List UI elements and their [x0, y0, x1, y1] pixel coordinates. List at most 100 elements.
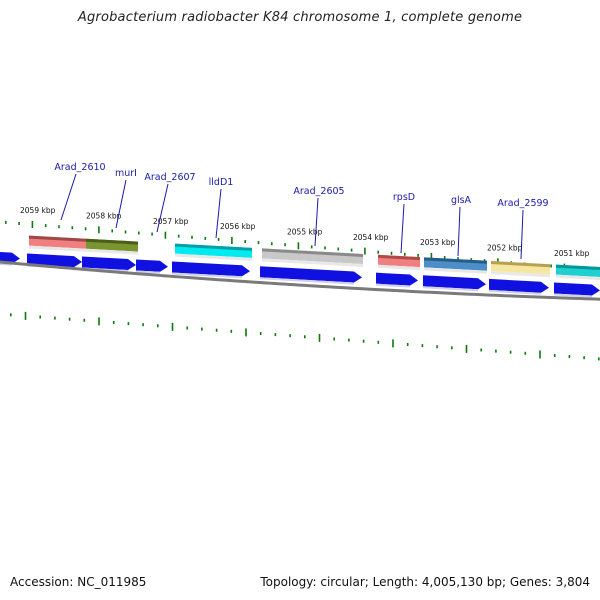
minor-tick: [443, 256, 446, 259]
gene-feature-arad_2610[interactable]: [29, 235, 86, 252]
major-tick: [164, 231, 167, 239]
minor-tick: [68, 317, 71, 321]
kbp-label: 2056 kbp: [220, 222, 256, 231]
minor-tick: [406, 343, 409, 346]
minor-tick: [377, 250, 379, 254]
minor-tick: [112, 321, 115, 324]
minor-tick: [553, 354, 556, 357]
gene-feature-cyan-right[interactable]: [556, 264, 600, 280]
kbp-label: 2055 kbp: [287, 228, 323, 237]
genome-backbone: [0, 260, 600, 301]
kbp-label: 2057 kbp: [153, 217, 189, 226]
major-tick: [31, 221, 34, 228]
gene-label-glsa[interactable]: glsA: [451, 195, 472, 257]
leader-line: [457, 206, 461, 257]
minor-tick: [362, 339, 365, 343]
minor-tick: [54, 316, 56, 320]
minor-tick: [138, 231, 140, 235]
minor-tick: [284, 243, 286, 247]
kbp-label: 2052 kbp: [487, 244, 523, 253]
minor-tick: [157, 324, 159, 328]
minor-tick: [324, 246, 326, 250]
minor-tick: [495, 349, 497, 353]
kbp-label: 2054 kbp: [353, 233, 389, 242]
gene-feature-muri[interactable]: [86, 238, 138, 255]
major-tick: [98, 226, 100, 234]
cds-arrow[interactable]: [0, 252, 20, 264]
gene-feature-arad_2599[interactable]: [491, 261, 550, 278]
gene-name: rpsD: [393, 192, 415, 203]
minor-tick: [230, 329, 233, 333]
minor-tick: [204, 236, 207, 240]
gene-name: Arad_2599: [497, 198, 548, 209]
kbp-label: 2053 kbp: [420, 238, 456, 247]
cds-arrow[interactable]: [136, 259, 168, 272]
gene-name: lldD1: [209, 177, 234, 188]
minor-tick: [271, 242, 273, 246]
minor-tick: [470, 258, 473, 262]
gene-feature-rpsd[interactable]: [378, 254, 420, 271]
kbp-label: 2059 kbp: [20, 206, 56, 215]
minor-tick: [509, 350, 512, 354]
leader-line: [314, 197, 319, 247]
cds-arrow[interactable]: [376, 272, 418, 286]
cds-arrow[interactable]: [27, 253, 82, 268]
gene-name: murI: [115, 168, 137, 179]
minor-tick: [417, 253, 419, 257]
minor-tick: [348, 338, 350, 342]
minor-tick: [127, 322, 130, 326]
minor-tick: [480, 348, 482, 352]
cds-arrow-shadow: [554, 293, 592, 298]
gene-labels: Arad_2610 murI Arad_2607 lldD1 Arad_2605 rpsD…: [54, 162, 549, 260]
minor-tick: [39, 315, 41, 319]
major-tick: [231, 237, 233, 244]
minor-tick: [151, 232, 153, 236]
gene-label-rpsd[interactable]: rpsD: [393, 192, 415, 254]
minor-tick: [451, 346, 453, 350]
minor-tick: [5, 220, 7, 224]
cds-arrow[interactable]: [423, 275, 486, 290]
genome-summary: Topology: circular; Length: 4,005,130 bp…: [260, 575, 590, 589]
kbp-label: 2058 kbp: [86, 212, 122, 221]
gene-label-lldd1[interactable]: lldD1: [209, 177, 234, 239]
minor-tick: [84, 227, 87, 231]
leader-line: [520, 209, 524, 260]
gene-label-arad_2599[interactable]: Arad_2599: [497, 198, 549, 260]
cds-arrow[interactable]: [554, 282, 600, 296]
minor-tick: [274, 333, 277, 337]
minor-tick: [337, 247, 340, 251]
cds-arrow[interactable]: [489, 278, 549, 293]
major-tick: [318, 333, 321, 342]
minor-tick: [191, 235, 193, 239]
major-tick: [245, 328, 247, 337]
minor-tick: [304, 335, 306, 339]
cds-arrow-shadow: [489, 289, 541, 295]
leader-line: [156, 183, 169, 233]
gene-name: Arad_2607: [144, 172, 195, 183]
minor-tick: [111, 229, 113, 233]
leader-line: [400, 203, 405, 254]
minor-tick: [217, 237, 220, 241]
cds-arrows: [0, 252, 600, 298]
major-tick: [364, 247, 366, 255]
minor-tick: [244, 240, 246, 244]
cds-arrow[interactable]: [260, 266, 362, 283]
gene-label-muri[interactable]: murI: [115, 168, 137, 229]
cds-arrow[interactable]: [82, 256, 136, 271]
major-tick: [171, 322, 174, 331]
minor-tick: [257, 241, 260, 245]
cds-arrow[interactable]: [172, 261, 250, 277]
gene-label-arad_2610[interactable]: Arad_2610: [54, 162, 106, 221]
gene-feature-glsa[interactable]: [424, 257, 487, 274]
cds-arrow-shadow: [136, 270, 160, 274]
gene-label-arad_2605[interactable]: Arad_2605: [293, 186, 345, 247]
gene-feature-lldd1[interactable]: [175, 243, 252, 261]
kbp-labels: 2059 kbp 2058 kbp 2057 kbp 2056 kbp 2055 kbp…: [20, 206, 590, 258]
major-tick: [539, 350, 541, 359]
minor-tick: [350, 248, 353, 252]
gene-label-arad_2607[interactable]: Arad_2607: [144, 172, 196, 233]
minor-tick: [289, 334, 291, 338]
gene-feature-arad_2605[interactable]: [262, 248, 363, 267]
gene-name: Arad_2605: [293, 186, 344, 197]
